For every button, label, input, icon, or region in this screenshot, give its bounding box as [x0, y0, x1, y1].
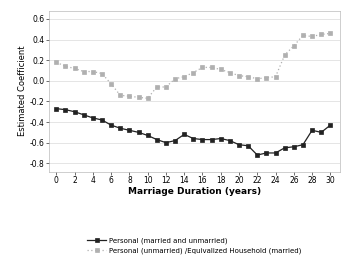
Personal (married and unmarried) [246, 144, 250, 147]
Personal (unmarried) /Equivalized Household (married) [219, 68, 223, 71]
Personal (unmarried) /Equivalized Household (married) [310, 35, 314, 38]
Personal (married and unmarried) [82, 113, 86, 116]
Personal (married and unmarried) [146, 134, 150, 137]
Personal (unmarried) /Equivalized Household (married) [319, 33, 323, 36]
Personal (unmarried) /Equivalized Household (married) [191, 71, 195, 74]
Personal (married and unmarried) [118, 126, 122, 130]
Personal (married and unmarried) [328, 124, 332, 127]
Personal (married and unmarried) [301, 143, 305, 146]
Line: Personal (unmarried) /Equivalized Household (married): Personal (unmarried) /Equivalized Househ… [54, 31, 332, 100]
Personal (unmarried) /Equivalized Household (married) [118, 94, 122, 97]
Personal (married and unmarried) [292, 145, 296, 148]
Personal (unmarried) /Equivalized Household (married) [91, 70, 95, 73]
Personal (unmarried) /Equivalized Household (married) [292, 44, 296, 47]
Personal (unmarried) /Equivalized Household (married) [246, 75, 250, 78]
Personal (unmarried) /Equivalized Household (married) [127, 95, 132, 98]
Personal (unmarried) /Equivalized Household (married) [109, 82, 113, 85]
Personal (married and unmarried) [72, 110, 77, 113]
Personal (unmarried) /Equivalized Household (married) [54, 61, 58, 64]
Personal (married and unmarried) [91, 116, 95, 120]
Personal (married and unmarried) [255, 153, 259, 157]
Personal (married and unmarried) [191, 137, 195, 140]
Personal (married and unmarried) [63, 108, 68, 111]
Personal (married and unmarried) [127, 129, 132, 132]
Personal (unmarried) /Equivalized Household (married) [146, 97, 150, 100]
Personal (married and unmarried) [100, 118, 104, 122]
X-axis label: Marriage Duration (years): Marriage Duration (years) [128, 187, 261, 196]
Personal (unmarried) /Equivalized Household (married) [155, 85, 159, 89]
Line: Personal (married and unmarried): Personal (married and unmarried) [54, 107, 332, 157]
Personal (married and unmarried) [155, 138, 159, 141]
Personal (married and unmarried) [228, 139, 232, 142]
Personal (unmarried) /Equivalized Household (married) [282, 53, 287, 57]
Personal (unmarried) /Equivalized Household (married) [164, 85, 168, 89]
Y-axis label: Estimated Coefficient: Estimated Coefficient [18, 46, 27, 136]
Personal (married and unmarried) [319, 131, 323, 134]
Personal (unmarried) /Equivalized Household (married) [273, 75, 278, 78]
Personal (married and unmarried) [54, 107, 58, 110]
Personal (married and unmarried) [200, 138, 204, 141]
Personal (married and unmarried) [310, 129, 314, 132]
Personal (unmarried) /Equivalized Household (married) [237, 74, 241, 77]
Personal (unmarried) /Equivalized Household (married) [255, 77, 259, 80]
Personal (married and unmarried) [219, 137, 223, 140]
Personal (married and unmarried) [210, 138, 214, 141]
Personal (unmarried) /Equivalized Household (married) [264, 76, 268, 79]
Personal (unmarried) /Equivalized Household (married) [136, 96, 141, 99]
Personal (unmarried) /Equivalized Household (married) [173, 77, 177, 80]
Personal (unmarried) /Equivalized Household (married) [82, 70, 86, 73]
Personal (married and unmarried) [273, 151, 278, 155]
Personal (married and unmarried) [282, 146, 287, 150]
Personal (married and unmarried) [173, 139, 177, 142]
Personal (unmarried) /Equivalized Household (married) [328, 32, 332, 35]
Personal (married and unmarried) [264, 151, 268, 155]
Personal (unmarried) /Equivalized Household (married) [182, 75, 186, 78]
Legend: Personal (married and unmarried), Personal (unmarried) /Equivalized Household (m: Personal (married and unmarried), Person… [85, 236, 303, 255]
Personal (unmarried) /Equivalized Household (married) [200, 66, 204, 69]
Personal (married and unmarried) [109, 124, 113, 127]
Personal (unmarried) /Equivalized Household (married) [63, 65, 68, 68]
Personal (unmarried) /Equivalized Household (married) [100, 72, 104, 75]
Personal (unmarried) /Equivalized Household (married) [72, 67, 77, 70]
Personal (married and unmarried) [182, 133, 186, 136]
Personal (unmarried) /Equivalized Household (married) [228, 71, 232, 74]
Personal (unmarried) /Equivalized Household (married) [210, 66, 214, 69]
Personal (unmarried) /Equivalized Household (married) [301, 34, 305, 37]
Personal (married and unmarried) [237, 143, 241, 146]
Personal (married and unmarried) [164, 141, 168, 144]
Personal (married and unmarried) [136, 131, 141, 134]
